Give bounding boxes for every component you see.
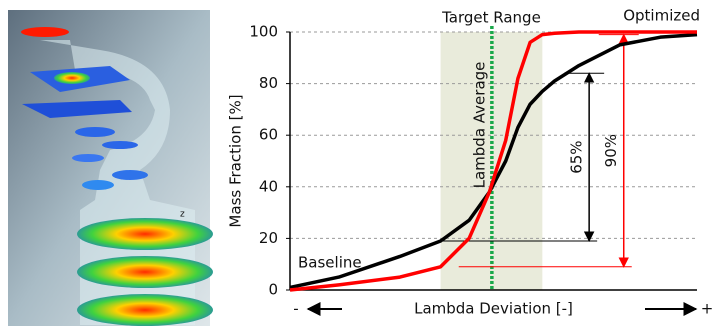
x-axis-label: Lambda Deviation [-]	[414, 300, 573, 318]
span-label: 90%	[602, 134, 620, 167]
y-tick-label: 0	[268, 281, 278, 299]
series-label: Optimized	[623, 7, 700, 25]
target-range-label: Target Range	[441, 9, 541, 27]
span-label: 65%	[568, 140, 586, 173]
y-tick-label: 100	[249, 23, 278, 41]
x-left-label: -	[293, 300, 298, 318]
cfd-image	[8, 10, 213, 326]
x-right-label: +	[701, 300, 714, 318]
y-axis-label: Mass Fraction [%]	[227, 94, 245, 227]
y-tick-label: 40	[259, 177, 278, 195]
y-tick-label: 60	[259, 126, 278, 144]
y-tick-label: 80	[259, 74, 278, 92]
axis-glyph: z	[180, 210, 185, 220]
figure: z Target Range 0 20 40 60 80 100 Mass Fraction …	[0, 0, 717, 328]
series-label: Baseline	[298, 254, 362, 272]
lambda-average-label: Lambda Average	[470, 62, 488, 189]
y-tick-label: 20	[259, 229, 278, 247]
